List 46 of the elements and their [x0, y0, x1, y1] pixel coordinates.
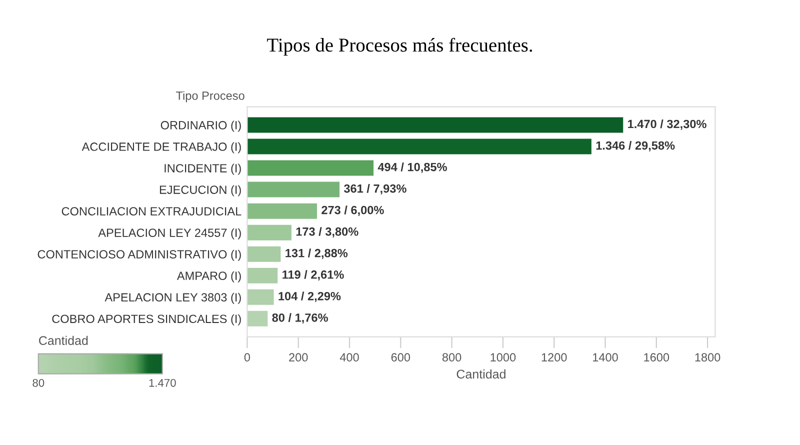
chart-title: Tipos de Procesos más frecuentes. [267, 38, 532, 56]
bar [247, 182, 340, 198]
data-label: 80 / 1,76% [272, 313, 328, 324]
bar [247, 246, 281, 262]
data-label: 1.470 / 32,30% [628, 120, 706, 130]
bar [247, 310, 268, 326]
data-label: 1.346 / 29,58% [596, 141, 675, 152]
data-label: 361 / 7,93% [344, 184, 406, 194]
bar [247, 268, 278, 284]
y-tick-label: ORDINARIO (I) [160, 120, 241, 132]
bar [247, 117, 624, 133]
x-tick-label: 600 [391, 353, 410, 362]
data-label: 119 / 2,61% [282, 270, 344, 281]
x-tick-label: 1600 [644, 353, 670, 362]
bar [247, 138, 592, 154]
x-tick-label: 0 [244, 353, 250, 362]
y-tick-label: AMPARO (I) [176, 271, 241, 282]
y-tick-label: INCIDENTE (I) [164, 164, 241, 175]
x-tick-label: 1800 [695, 353, 720, 362]
data-label: 494 / 10,85% [378, 162, 447, 173]
x-tick-label: 1200 [542, 353, 567, 362]
x-tick-label: 1000 [490, 353, 516, 362]
bar [247, 203, 318, 219]
y-tick-label: ACCIDENTE DE TRABAJO (I) [82, 142, 241, 154]
y-tick-label: CONCILIACION EXTRAJUDICIAL [62, 207, 242, 216]
x-tick-label: 200 [289, 353, 308, 362]
data-label: 173 / 3,80% [296, 227, 358, 238]
y-tick-label: CONTENCIOSO ADMINISTRATIVO (I) [38, 250, 241, 261]
y-tick-label: EJECUCION (I) [160, 185, 241, 196]
bar [247, 160, 374, 176]
y-tick-label: APELACION LEY 3803 (I) [104, 292, 241, 304]
x-tick-label: 1400 [593, 353, 618, 362]
y-tick-label: APELACION LEY 24557 (I) [98, 228, 241, 240]
color-bar-title: Cantidad [39, 336, 88, 345]
bar [247, 289, 274, 305]
x-axis-title: Cantidad [456, 369, 506, 379]
color-bar-label: 80 [32, 378, 44, 387]
color-bar-label: 1.470 [149, 378, 176, 387]
y-axis-title: Tipo Proceso [176, 91, 244, 102]
data-label: 273 / 6,00% [322, 206, 384, 216]
y-tick-label: COBRO APORTES SINDICALES (I) [52, 314, 241, 326]
data-label: 104 / 2,29% [278, 292, 341, 302]
x-tick-label: 800 [442, 353, 462, 362]
data-label: 131 / 2,88% [286, 248, 348, 259]
x-tick-label: 400 [340, 353, 359, 362]
bar [247, 224, 292, 240]
